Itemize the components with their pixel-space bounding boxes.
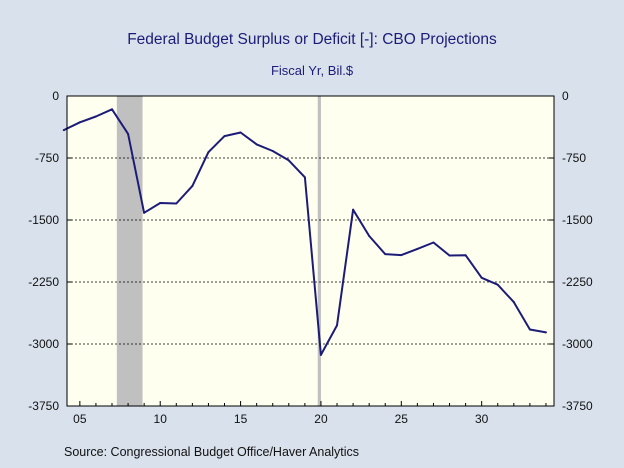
data-point-2011 [175,202,178,205]
data-point-2014 [223,135,226,138]
data-point-2009 [143,211,146,214]
data-point-2010 [159,201,162,204]
plot-frame [66,95,555,407]
data-point-2033 [528,328,531,331]
y-tick-label-right: 0 [562,89,569,103]
y-tick-label-right: -2250 [562,275,593,289]
y-tick-label-left: -2250 [28,275,59,289]
data-point-2017 [271,149,274,152]
data-point-2032 [512,301,515,304]
chart-title: Federal Budget Surplus or Deficit [-]: C… [127,31,497,48]
gridlines [67,157,554,345]
x-tick-label: 25 [395,412,409,426]
data-point-2006 [94,115,97,118]
y-tick-label-left: -3750 [28,399,59,413]
x-tick-label: 20 [314,412,328,426]
data-point-2015 [239,131,242,134]
tick-labels: 0 0 -750 -750 -1500 -1500 -2250 -2250 -3000 -3000… [28,89,593,426]
data-point-2029 [464,254,467,257]
series-layer [62,108,547,356]
data-point-2008 [127,132,130,135]
data-point-2013 [207,151,210,154]
data-point-2021 [336,324,339,327]
data-point-2027 [432,241,435,244]
chart-subtitle: Fiscal Yr, Bil.$ [271,63,354,78]
data-point-2023 [368,235,371,238]
data-point-2016 [255,143,258,146]
x-tick-label: 05 [73,412,87,426]
data-point-2012 [191,184,194,187]
y-tick-label-left: -3000 [28,337,59,351]
y-tick-label-right: -750 [562,151,586,165]
plot-area [66,95,555,407]
data-point-2018 [287,159,290,162]
data-point-2030 [480,276,483,279]
data-point-2004 [62,129,65,132]
x-tick-label: 15 [234,412,248,426]
data-point-2022 [352,208,355,211]
recession-band-2 [317,96,321,406]
recession-band-1 [116,96,143,406]
source-note: Source: Congressional Budget Office/Have… [64,445,359,459]
data-point-2020 [319,353,322,356]
data-point-2028 [448,254,451,257]
data-point-2019 [303,176,306,179]
data-point-2005 [78,121,81,124]
data-point-2007 [111,108,114,111]
y-tick-label-left: -750 [35,151,59,165]
y-tick-label-left: -1500 [28,213,59,227]
y-tick-label-right: -3750 [562,399,593,413]
y-tick-label-right: -3000 [562,337,593,351]
data-point-2031 [496,283,499,286]
x-tick-label: 10 [154,412,168,426]
x-tick-label: 30 [475,412,489,426]
data-point-2025 [400,254,403,257]
data-point-2026 [416,247,419,250]
data-point-2024 [384,253,387,256]
data-point-2034 [544,331,547,334]
y-tick-label-left: 0 [52,89,59,103]
y-tick-label-right: -1500 [562,213,593,227]
recession-shading [116,96,321,406]
